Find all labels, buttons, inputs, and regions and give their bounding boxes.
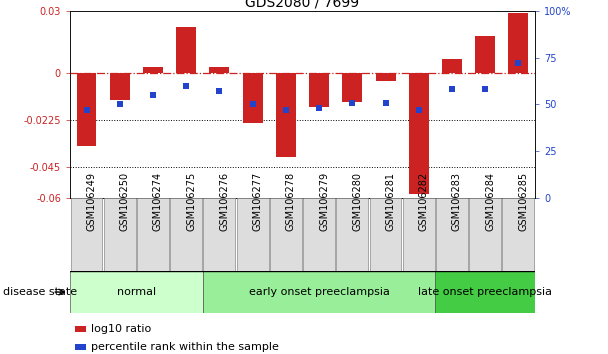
Bar	[309, 73, 329, 107]
Bar	[204, 198, 235, 271]
Bar	[71, 198, 103, 271]
Bar	[243, 73, 263, 123]
Point	[347, 100, 357, 105]
Point	[81, 107, 91, 113]
Bar	[336, 198, 368, 271]
Text: GSM106280: GSM106280	[352, 172, 362, 232]
Text: disease state: disease state	[3, 287, 77, 297]
Text: log10 ratio: log10 ratio	[91, 324, 151, 334]
Bar	[403, 198, 435, 271]
Point	[447, 87, 457, 92]
Text: GSM106250: GSM106250	[120, 172, 130, 232]
Bar	[176, 27, 196, 73]
Text: late onset preeclampsia: late onset preeclampsia	[418, 287, 552, 297]
Point	[514, 60, 523, 66]
Title: GDS2080 / 7699: GDS2080 / 7699	[246, 0, 359, 10]
Bar	[303, 198, 335, 271]
Text: early onset preeclampsia: early onset preeclampsia	[249, 287, 390, 297]
Bar	[442, 58, 462, 73]
Bar	[469, 198, 501, 271]
Bar	[170, 198, 202, 271]
Bar	[70, 271, 203, 313]
Bar	[209, 67, 229, 73]
Point	[215, 88, 224, 94]
Point	[414, 107, 424, 113]
Bar	[475, 36, 495, 73]
Text: GSM106276: GSM106276	[219, 172, 229, 232]
Text: GSM106283: GSM106283	[452, 172, 462, 232]
Bar	[370, 198, 401, 271]
Bar	[137, 198, 169, 271]
Bar	[409, 73, 429, 194]
Text: GSM106274: GSM106274	[153, 172, 163, 232]
Point	[115, 102, 125, 107]
Bar	[342, 73, 362, 102]
Bar	[270, 198, 302, 271]
Text: GSM106277: GSM106277	[253, 172, 263, 232]
Text: GSM106279: GSM106279	[319, 172, 329, 232]
Text: percentile rank within the sample: percentile rank within the sample	[91, 342, 278, 352]
Text: GSM106282: GSM106282	[419, 172, 429, 232]
Text: GSM106281: GSM106281	[385, 172, 396, 232]
Bar	[502, 198, 534, 271]
Bar	[435, 271, 535, 313]
Point	[181, 83, 191, 88]
Bar	[75, 344, 86, 350]
Bar	[376, 73, 395, 81]
Text: GSM106275: GSM106275	[186, 172, 196, 232]
Text: GSM106284: GSM106284	[485, 172, 495, 232]
Text: normal: normal	[117, 287, 156, 297]
Bar	[110, 73, 130, 100]
Point	[148, 92, 158, 98]
Bar	[508, 13, 528, 73]
Bar	[77, 73, 97, 146]
Point	[381, 100, 390, 105]
Text: GSM106249: GSM106249	[86, 172, 97, 232]
Bar	[143, 67, 163, 73]
Bar	[203, 271, 435, 313]
Point	[248, 102, 258, 107]
Text: GSM106278: GSM106278	[286, 172, 296, 232]
Bar	[75, 326, 86, 332]
Bar	[436, 198, 468, 271]
Point	[281, 107, 291, 113]
Point	[480, 87, 490, 92]
Bar	[104, 198, 136, 271]
Bar	[276, 73, 296, 156]
Text: GSM106285: GSM106285	[519, 172, 528, 232]
Bar	[237, 198, 269, 271]
Point	[314, 105, 324, 111]
